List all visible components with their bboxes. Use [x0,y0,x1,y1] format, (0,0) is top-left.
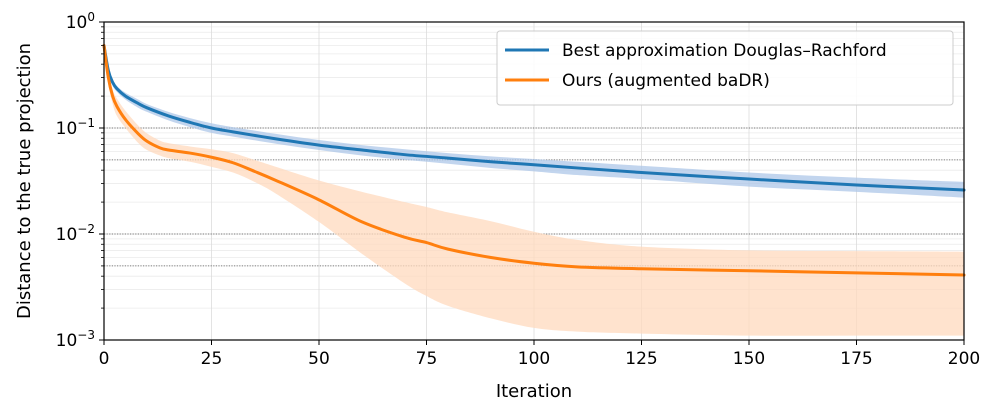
legend: Best approximation Douglas–Rachford Ours… [496,30,954,106]
confidence-band-series-0 [104,41,964,198]
x-tick-label: 175 [840,349,872,369]
x-tick-label: 50 [308,349,330,369]
x-tick-label: 150 [733,349,765,369]
x-axis-label: Iteration [496,381,572,402]
x-tick-label: 125 [625,349,657,369]
y-tick-label: 10−3 [56,328,95,351]
y-tick-label: 10−1 [56,116,95,139]
legend-label-best-approximation: Best approximation Douglas–Rachford [562,41,887,61]
y-tick-label: 10−2 [56,222,95,245]
x-tick-label: 200 [948,349,980,369]
confidence-band-series-1 [104,41,964,336]
x-tick-label: 100 [518,349,550,369]
series-line-0 [102,44,966,192]
confidence-bands [104,41,964,336]
series-lines [102,44,966,277]
series-line-1 [102,44,966,277]
x-tick-label: 0 [99,349,110,369]
x-axis-ticks: 0 25 50 75 100 125 150 175 200 [99,340,980,369]
y-axis-label: Distance to the true projection [14,43,35,319]
y-axis-ticks: 100 10−1 10−2 10−3 [56,10,104,351]
x-tick-label: 25 [201,349,223,369]
x-tick-label: 75 [416,349,438,369]
y-tick-label: 100 [66,10,95,33]
legend-box [496,30,954,106]
legend-label-ours: Ours (augmented baDR) [562,71,770,91]
